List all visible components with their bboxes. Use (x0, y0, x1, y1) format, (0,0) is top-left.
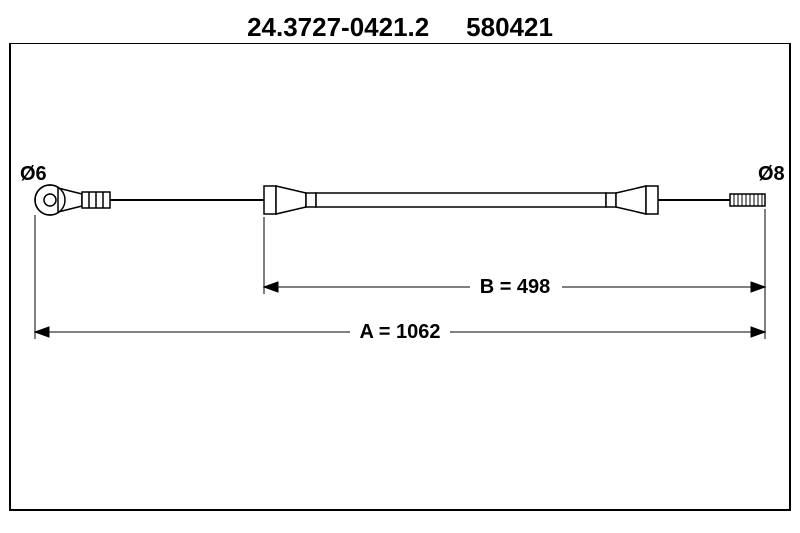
drawing-frame (10, 43, 790, 510)
right-threaded-end (730, 194, 765, 206)
left-ferrule (82, 192, 110, 208)
left-eyelet (35, 185, 82, 215)
technical-drawing: B = 498 A = 1062 Ø6 Ø8 (0, 43, 800, 523)
dim-B-label: B = 498 (480, 276, 551, 298)
housing-fitting-left (264, 186, 316, 214)
dim-A-label: A = 1062 (360, 321, 441, 343)
housing-fitting-right (606, 186, 658, 214)
part-number-2: 580421 (466, 12, 553, 42)
housing-tube (316, 193, 606, 207)
part-number-1: 24.3727-0421.2 (247, 12, 429, 42)
diameter-right-label: Ø8 (758, 163, 785, 185)
page-title: 24.3727-0421.2 580421 (0, 0, 800, 43)
diameter-left-label: Ø6 (20, 163, 47, 185)
